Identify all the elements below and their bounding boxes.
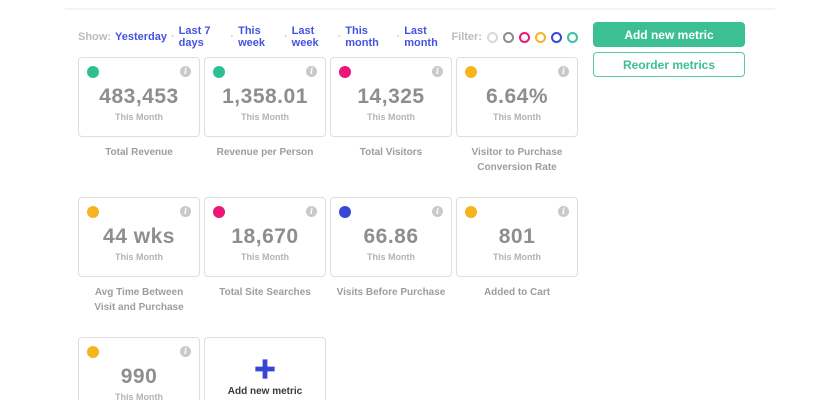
plus-icon <box>255 358 275 379</box>
period-links: Yesterday · Last 7 days · This week · Last wee… <box>115 25 451 49</box>
metric-label: Added to Cart <box>483 287 551 298</box>
metric-value: 14,325 <box>357 84 425 108</box>
info-icon[interactable]: i <box>180 66 191 77</box>
metric-card: i 14,325 This Month <box>330 57 452 137</box>
filter-swatches <box>487 31 578 43</box>
info-icon[interactable]: i <box>180 206 191 217</box>
metric-cell: i 1,358.01 This Month Revenue per Person <box>204 57 326 197</box>
metric-period: This Month <box>115 251 163 262</box>
top-divider <box>65 8 775 10</box>
metric-label: Total Site Searches <box>219 287 311 298</box>
toolbar: Show: Yesterday · Last 7 days · This week · La… <box>78 25 578 49</box>
metric-label: Revenue per Person <box>216 147 314 158</box>
metric-color-dot <box>87 66 99 78</box>
metric-cell: i 6.64% This Month Visitor to Purchase C… <box>456 57 578 197</box>
add-new-metric-card[interactable]: Add new metric <box>204 337 326 400</box>
metrics-grid: i 483,453 This Month Total Revenue i 1,3… <box>78 57 578 400</box>
metric-label: Avg Time Between Visit and Purchase <box>94 287 184 313</box>
period-link-last-7-days[interactable]: Last 7 days <box>178 25 211 49</box>
metric-cell: i 801 This Month Added to Cart <box>456 197 578 337</box>
metric-card: i 1,358.01 This Month <box>204 57 326 137</box>
metric-period: This Month <box>367 111 415 122</box>
metric-color-dot <box>339 66 351 78</box>
metric-cell: i 66.86 This Month Visits Before Purchas… <box>330 197 452 337</box>
metric-period: This Month <box>367 251 415 262</box>
metric-value: 18,670 <box>231 224 299 248</box>
metric-value: 66.86 <box>363 224 419 248</box>
filter-swatch-5[interactable] <box>567 31 578 43</box>
period-selector: Show: Yesterday · Last 7 days · This week · La… <box>78 25 451 49</box>
metric-period: This Month <box>115 111 163 122</box>
metric-period: This Month <box>493 111 541 122</box>
period-separator: · <box>230 31 235 43</box>
metric-card: i 990 This Month <box>78 337 200 400</box>
add-new-metric-button[interactable]: Add new metric <box>593 22 745 47</box>
metric-color-dot <box>213 206 225 218</box>
metric-card: i 66.86 This Month <box>330 197 452 277</box>
metric-label: Total Revenue <box>105 147 173 158</box>
period-separator: · <box>170 31 175 43</box>
period-link-yesterday[interactable]: Yesterday <box>115 31 167 43</box>
info-icon[interactable]: i <box>180 346 191 357</box>
metric-value: 990 <box>120 364 158 388</box>
metric-card: i 18,670 This Month <box>204 197 326 277</box>
filter-swatch-1[interactable] <box>503 31 514 43</box>
metric-color-dot <box>87 206 99 218</box>
metric-card: i 801 This Month <box>456 197 578 277</box>
filter-swatch-0[interactable] <box>487 31 498 43</box>
metric-period: This Month <box>241 111 289 122</box>
metric-color-dot <box>465 66 477 78</box>
period-link-this-month[interactable]: This month <box>345 25 379 49</box>
add-metric-card-label: Add new metric <box>227 385 303 397</box>
filter-swatch-2[interactable] <box>519 31 530 43</box>
metric-color-dot <box>213 66 225 78</box>
metric-cell: i 44 wks This Month Avg Time Between Vis… <box>78 197 200 337</box>
metric-value: 483,453 <box>99 84 179 108</box>
info-icon[interactable]: i <box>558 206 569 217</box>
reorder-metrics-button[interactable]: Reorder metrics <box>593 52 745 77</box>
metric-card: i 44 wks This Month <box>78 197 200 277</box>
filter-label: Filter: <box>451 31 482 43</box>
metric-card: i 6.64% This Month <box>456 57 578 137</box>
metric-value: 1,358.01 <box>222 84 308 108</box>
period-separator: · <box>284 31 288 43</box>
metric-label: Visits Before Purchase <box>336 287 446 298</box>
metric-label: Visitor to Purchase Conversion Rate <box>471 147 563 173</box>
show-label: Show: <box>78 31 111 43</box>
metric-period: This Month <box>493 251 541 262</box>
info-icon[interactable]: i <box>432 206 443 217</box>
metric-color-dot <box>87 346 99 358</box>
metric-value: 44 wks <box>103 224 175 248</box>
metric-label: Total Visitors <box>359 147 423 158</box>
metric-period: This Month <box>241 251 289 262</box>
metric-period: This Month <box>115 391 163 400</box>
period-link-last-month[interactable]: Last month <box>404 25 438 49</box>
info-icon[interactable]: i <box>306 206 317 217</box>
metric-cell: i 14,325 This Month Total Visitors <box>330 57 452 197</box>
info-icon[interactable]: i <box>558 66 569 77</box>
period-link-this-week[interactable]: This week <box>238 25 266 49</box>
filter-swatch-4[interactable] <box>551 31 562 43</box>
filter-swatch-3[interactable] <box>535 31 546 43</box>
metric-value: 6.64% <box>485 84 549 108</box>
filter-group: Filter: <box>451 31 578 43</box>
info-icon[interactable]: i <box>432 66 443 77</box>
period-separator: · <box>337 31 342 43</box>
info-icon[interactable]: i <box>306 66 317 77</box>
metric-color-dot <box>465 206 477 218</box>
metric-cell: i 990 This Month <box>78 337 200 400</box>
period-link-last-week[interactable]: Last week <box>291 25 319 49</box>
metric-color-dot <box>339 206 351 218</box>
metric-cell: i 18,670 This Month Total Site Searches <box>204 197 326 337</box>
action-buttons: Add new metric Reorder metrics <box>593 22 745 77</box>
metric-card: i 483,453 This Month <box>78 57 200 137</box>
period-separator: · <box>396 31 401 43</box>
metric-cell: i 483,453 This Month Total Revenue <box>78 57 200 197</box>
metric-value: 801 <box>498 224 536 248</box>
add-metric-cell: Add new metric <box>204 337 326 400</box>
